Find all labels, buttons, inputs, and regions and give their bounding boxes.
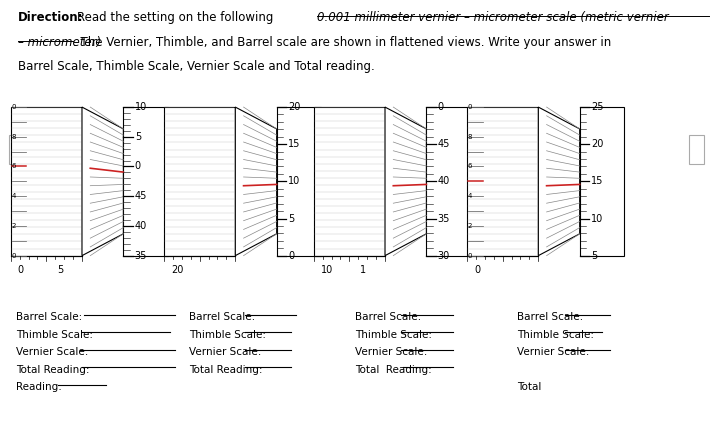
Text: Thimble Scale:: Thimble Scale: xyxy=(355,330,432,340)
Text: Barrel Scale:: Barrel Scale: xyxy=(16,312,82,323)
Text: 35: 35 xyxy=(438,214,450,223)
Text: Thimble Scale:: Thimble Scale: xyxy=(189,330,266,340)
Text: Vernier Scale:: Vernier Scale: xyxy=(517,347,590,357)
Bar xyxy=(580,107,624,256)
Text: 5: 5 xyxy=(288,214,294,223)
Text: 5: 5 xyxy=(57,265,63,275)
Text: 2: 2 xyxy=(11,223,16,229)
Text: 20: 20 xyxy=(591,139,603,149)
Text: 2: 2 xyxy=(468,223,472,229)
Text: Reading:: Reading: xyxy=(16,382,61,392)
Text: 15: 15 xyxy=(591,177,603,186)
Text: 25: 25 xyxy=(591,102,604,112)
Text: 5: 5 xyxy=(591,251,597,260)
Text: Barrel Scale:: Barrel Scale: xyxy=(517,312,583,323)
Text: 0: 0 xyxy=(468,253,472,259)
Text: 4: 4 xyxy=(11,193,16,199)
Text: 6: 6 xyxy=(468,163,472,170)
Text: 45: 45 xyxy=(135,191,147,201)
Text: Barrel Scale:: Barrel Scale: xyxy=(355,312,421,323)
Text: Total: Total xyxy=(517,382,541,392)
Text: Read the setting on the following: Read the setting on the following xyxy=(77,11,277,24)
Bar xyxy=(467,107,538,256)
Text: 15: 15 xyxy=(288,139,300,149)
Text: 0: 0 xyxy=(11,104,16,110)
Text: 5: 5 xyxy=(135,132,141,142)
Polygon shape xyxy=(385,107,426,256)
Text: Vernier Scale:: Vernier Scale: xyxy=(189,347,262,357)
Text: 40: 40 xyxy=(135,221,147,231)
Text: 8: 8 xyxy=(468,134,472,140)
Text: 10: 10 xyxy=(591,214,603,223)
Text: Barrel Scale, Thimble Scale, Vernier Scale and Total reading.: Barrel Scale, Thimble Scale, Vernier Sca… xyxy=(18,60,374,73)
Text: 45: 45 xyxy=(438,139,450,149)
Polygon shape xyxy=(538,107,580,256)
Text: Total  Reading:: Total Reading: xyxy=(355,365,432,375)
Text: 30: 30 xyxy=(438,251,450,260)
Text: Total Reading:: Total Reading: xyxy=(16,365,89,375)
Text: Total Reading:: Total Reading: xyxy=(189,365,262,375)
Text: 20: 20 xyxy=(288,102,300,112)
Text: 35: 35 xyxy=(135,251,147,260)
Text: 0: 0 xyxy=(438,102,444,112)
Text: Direction:: Direction: xyxy=(18,11,83,24)
Text: 20: 20 xyxy=(171,265,183,275)
Text: 0: 0 xyxy=(468,104,472,110)
Polygon shape xyxy=(82,107,123,256)
Text: 4: 4 xyxy=(468,193,472,199)
Text: 0: 0 xyxy=(18,265,24,275)
Text: 0: 0 xyxy=(288,251,294,260)
Text: Thimble Scale:: Thimble Scale: xyxy=(517,330,594,340)
Text: 1: 1 xyxy=(360,265,366,275)
Text: Barrel Scale:: Barrel Scale: xyxy=(189,312,255,323)
Text: Thimble Scale:: Thimble Scale: xyxy=(16,330,93,340)
Text: 0.001 millimeter vernier – micrometer scale (metric vernier: 0.001 millimeter vernier – micrometer sc… xyxy=(317,11,669,24)
Text: 10: 10 xyxy=(135,102,147,112)
Text: 0: 0 xyxy=(11,253,16,259)
Text: . The Vernier, Thimble, and Barrel scale are shown in flattened views. Write you: . The Vernier, Thimble, and Barrel scale… xyxy=(73,36,612,49)
Text: 0: 0 xyxy=(135,162,141,171)
Bar xyxy=(314,107,385,256)
Polygon shape xyxy=(235,107,277,256)
Text: 10: 10 xyxy=(321,265,333,275)
Text: 0: 0 xyxy=(474,265,481,275)
Bar xyxy=(11,107,82,256)
Text: – micrometer): – micrometer) xyxy=(18,36,101,49)
Bar xyxy=(123,107,168,256)
Bar xyxy=(426,107,471,256)
Text: 8: 8 xyxy=(11,134,16,140)
Bar xyxy=(164,107,235,256)
Bar xyxy=(277,107,321,256)
Text: 10: 10 xyxy=(288,177,300,186)
Bar xyxy=(689,135,704,164)
Text: Vernier Scale:: Vernier Scale: xyxy=(355,347,428,357)
Bar xyxy=(9,135,24,164)
Text: Vernier Scale:: Vernier Scale: xyxy=(16,347,88,357)
Text: 40: 40 xyxy=(438,177,450,186)
Text: 6: 6 xyxy=(11,163,16,170)
